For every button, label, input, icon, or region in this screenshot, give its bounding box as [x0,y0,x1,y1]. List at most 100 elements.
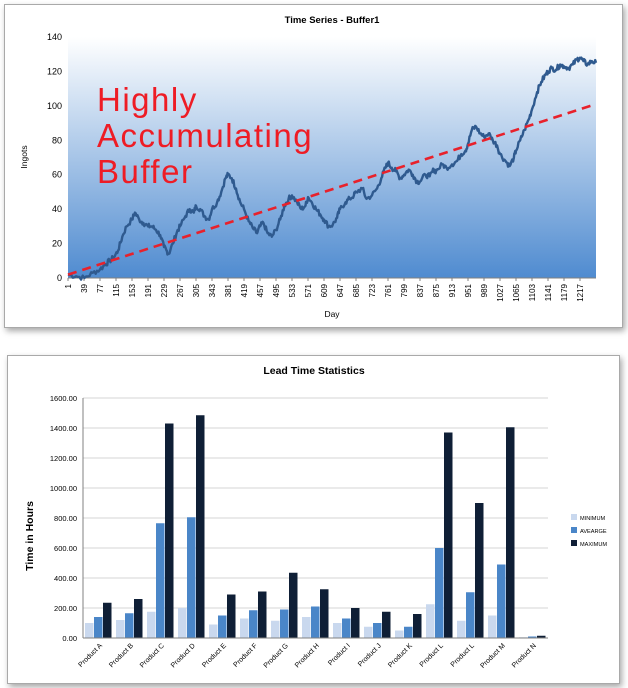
y-axis-label: Ingots [19,145,29,168]
bar-maximum [382,611,391,638]
bar-maximum [537,635,546,638]
series-layer [67,56,598,281]
x-tick-label: 951 [464,283,473,297]
x-tick-label: Product M [479,642,507,670]
bar-minimum [364,626,373,638]
bars [85,415,546,638]
bar-minimum [85,623,94,638]
y-tick-label: 100 [47,101,62,111]
x-tick-label: Product D [170,642,197,669]
bar-maximum [320,589,329,638]
x-tick-label: 343 [208,283,217,297]
x-tick-label: 533 [288,283,297,297]
x-tick-label: 837 [416,283,425,297]
x-tick-label: 685 [352,283,361,297]
bar-avearge [94,617,103,638]
annotation-line: Buffer [97,153,193,190]
x-tick-label: 457 [256,283,265,297]
y-tick-label: 20 [52,239,62,249]
y-tick-label: 1600.00 [50,394,77,403]
bar-maximum [227,594,236,638]
legend-label: MAXIMUM [580,542,607,548]
x-tick-label: Product H [294,642,321,669]
x-tick-label: 1103 [528,283,537,301]
x-tick-label: Product N [511,642,538,669]
x-tick-label: 1027 [496,283,505,301]
y-tick-label: 60 [52,170,62,180]
chart-title: Lead Time Statistics [263,365,365,377]
x-tick-label: 115 [112,283,121,296]
bar-avearge [249,610,258,638]
y-tick-label: 1200.00 [50,454,77,463]
bar-avearge [156,523,165,638]
y-tick-label: 0.00 [62,634,77,643]
bar-avearge [373,623,382,638]
bar-avearge [466,592,475,638]
x-tick-label: Product A [77,642,104,669]
time-series-chart: Time Series - Buffer1 Ingots Day 0 20 40 60… [19,15,598,319]
x-tick-label: 1 [64,283,73,288]
y-tick-label: 80 [52,135,62,145]
y-tick-label: 120 [47,66,62,76]
x-tick-label: 77 [96,283,105,292]
bar-minimum [147,611,156,638]
y-tick-label: 1400.00 [50,424,77,433]
x-tick-label: 381 [224,283,233,297]
x-tick-label: 229 [160,283,169,297]
x-tick-label: Product F [232,642,258,668]
bar-minimum [333,623,342,638]
bar-minimum [488,615,497,638]
bar-avearge [187,517,196,638]
bar-avearge [280,609,289,638]
bar-avearge [404,626,413,638]
bar-minimum [178,608,187,638]
x-tick-label: 1179 [560,283,569,301]
lead-time-chart: Lead Time Statistics Time in Hours 0.00 2… [24,365,607,670]
x-tick-label: 1141 [544,283,553,301]
plot-area [68,37,596,278]
y-tick-label: 1000.00 [50,484,77,493]
bar-maximum [103,602,112,638]
x-tick-label: Product I [327,642,352,667]
series-line-buffer [67,56,598,281]
x-tick-label: Product C [139,642,166,669]
bar-maximum [506,427,515,638]
y-tick-label: 800.00 [54,514,77,523]
bar-minimum [271,620,280,638]
bar-maximum [134,599,143,638]
x-tick-label: Product G [263,642,290,669]
x-tick-label: 989 [480,283,489,297]
x-tick-label: 761 [384,283,393,297]
bar-maximum [258,591,267,638]
bar-avearge [497,564,506,638]
bar-maximum [413,614,422,638]
x-tick-label: Product E [201,642,228,669]
y-tick-label: 400.00 [54,574,77,583]
legend-label: MINIMUM [580,516,606,522]
x-tick-label: 39 [80,283,89,292]
y-axis-label: Time in Hours [24,501,36,571]
bar-avearge [125,613,134,638]
chart-title: Time Series - Buffer1 [285,15,381,26]
x-tick-label: Product L [419,642,445,668]
bar-maximum [351,608,360,638]
lead-time-chart-panel: Lead Time Statistics Time in Hours 0.00 2… [7,355,620,684]
x-tick-label: Product J [357,642,383,668]
annotation-line: Highly [97,81,198,118]
x-tick-label: Product K [387,642,414,669]
bar-avearge [342,618,351,638]
legend: MINIMUM AVEARGE MAXIMUM [571,514,607,548]
bar-minimum [457,620,466,638]
bar-avearge [218,615,227,638]
x-tick-label: Product B [108,642,135,669]
legend-swatch [571,514,577,520]
bar-minimum [426,604,435,638]
bar-maximum [475,503,484,638]
bar-minimum [209,624,218,638]
legend-swatch [571,540,577,546]
y-tick-label: 40 [52,204,62,214]
x-tick-label: 799 [400,283,409,297]
y-tick-label: 200.00 [54,604,77,613]
x-tick-label: 723 [368,283,377,297]
x-tick-label: 191 [144,283,153,297]
